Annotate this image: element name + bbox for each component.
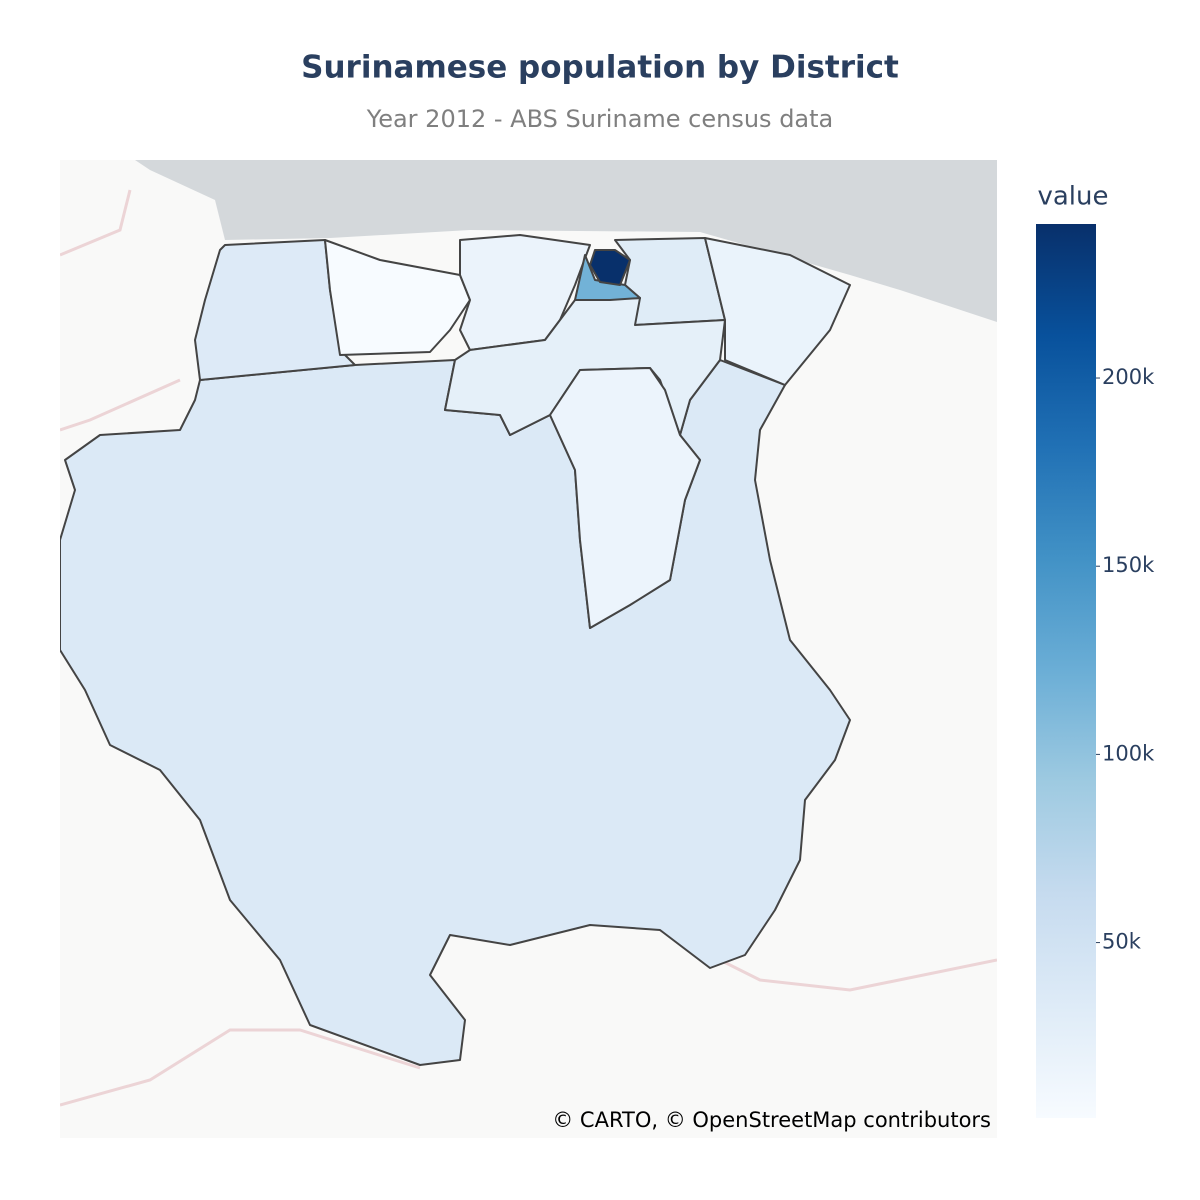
borders xyxy=(60,189,997,1107)
colorbar-tick-label: 200k xyxy=(1102,365,1155,389)
colorbar-tick-label: 50k xyxy=(1102,930,1142,954)
colorbar-tick-label: 150k xyxy=(1102,553,1155,577)
district xyxy=(589,249,631,286)
colorbar-title: value xyxy=(1037,182,1108,212)
district xyxy=(574,254,641,301)
district xyxy=(324,239,471,356)
map xyxy=(60,160,997,1138)
colorbar xyxy=(1036,224,1096,1118)
ocean xyxy=(135,160,997,322)
districts xyxy=(60,234,851,1066)
colorbar-tick-label: 100k xyxy=(1102,741,1155,765)
colorbar-ticks: 50k 100k 150k 200k xyxy=(1096,365,1155,954)
attribution: © CARTO, © OpenStreetMap contributors xyxy=(552,1108,991,1132)
district xyxy=(549,367,701,629)
chart-title: Surinamese population by District xyxy=(301,50,899,86)
chart-subtitle: Year 2012 - ABS Suriname census data xyxy=(366,105,834,133)
